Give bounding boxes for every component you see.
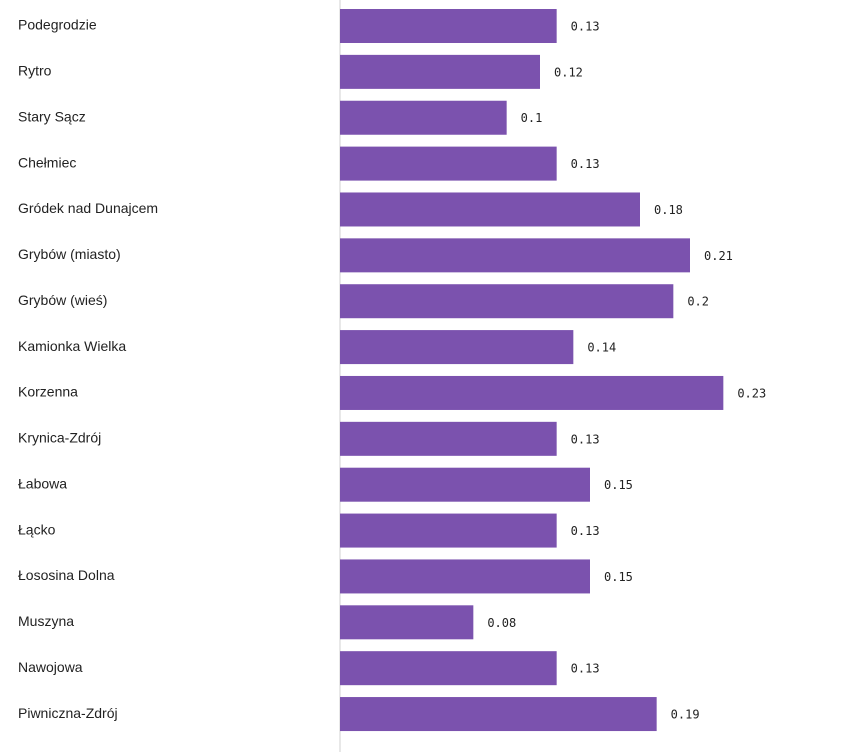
data-label: 0.21 — [704, 249, 733, 263]
data-label: 0.1 — [521, 111, 543, 125]
bar — [340, 605, 474, 640]
bar — [340, 284, 674, 319]
category-label: Krynica-Zdrój — [18, 430, 101, 446]
bar — [340, 421, 557, 456]
category-label: Muszyna — [18, 613, 74, 629]
data-label: 0.13 — [571, 662, 600, 676]
bar — [340, 54, 540, 89]
category-label: Korzenna — [18, 384, 78, 400]
data-label: 0.15 — [604, 478, 633, 492]
bar — [340, 238, 690, 273]
bar — [340, 375, 724, 410]
bar — [340, 192, 640, 227]
data-label: 0.23 — [737, 386, 766, 400]
data-label: 0.15 — [604, 570, 633, 584]
bar — [340, 513, 557, 548]
data-label: 0.13 — [571, 20, 600, 34]
data-label: 0.08 — [487, 616, 516, 630]
bar — [340, 100, 507, 135]
bar — [340, 146, 557, 181]
bar — [340, 467, 590, 502]
data-label: 0.14 — [587, 341, 616, 355]
data-label: 0.12 — [554, 65, 583, 79]
data-label: 0.19 — [671, 708, 700, 722]
category-label: Łącko — [18, 521, 56, 537]
category-label: Nawojowa — [18, 659, 83, 675]
category-label: Rytro — [18, 63, 52, 79]
category-label: Stary Sącz — [18, 108, 86, 124]
bar — [340, 330, 574, 365]
category-label: Chełmiec — [18, 154, 76, 170]
bar — [340, 9, 557, 43]
data-label: 0.18 — [654, 203, 683, 217]
category-label: Grybów (wieś) — [18, 292, 107, 308]
data-label: 0.13 — [571, 432, 600, 446]
category-label: Kamionka Wielka — [18, 338, 126, 354]
bar — [340, 697, 657, 732]
data-label: 0.2 — [687, 295, 709, 309]
category-label: Grybów (miasto) — [18, 246, 121, 262]
category-label: Łabowa — [18, 475, 67, 491]
category-label: Piwniczna-Zdrój — [18, 705, 118, 721]
data-label: 0.13 — [571, 524, 600, 538]
category-label: Łososina Dolna — [18, 567, 115, 583]
bar — [340, 559, 590, 594]
category-label: Podegrodzie — [18, 17, 97, 33]
data-label: 0.13 — [571, 157, 600, 171]
category-label: Gródek nad Dunajcem — [18, 200, 158, 216]
bar — [340, 651, 557, 686]
